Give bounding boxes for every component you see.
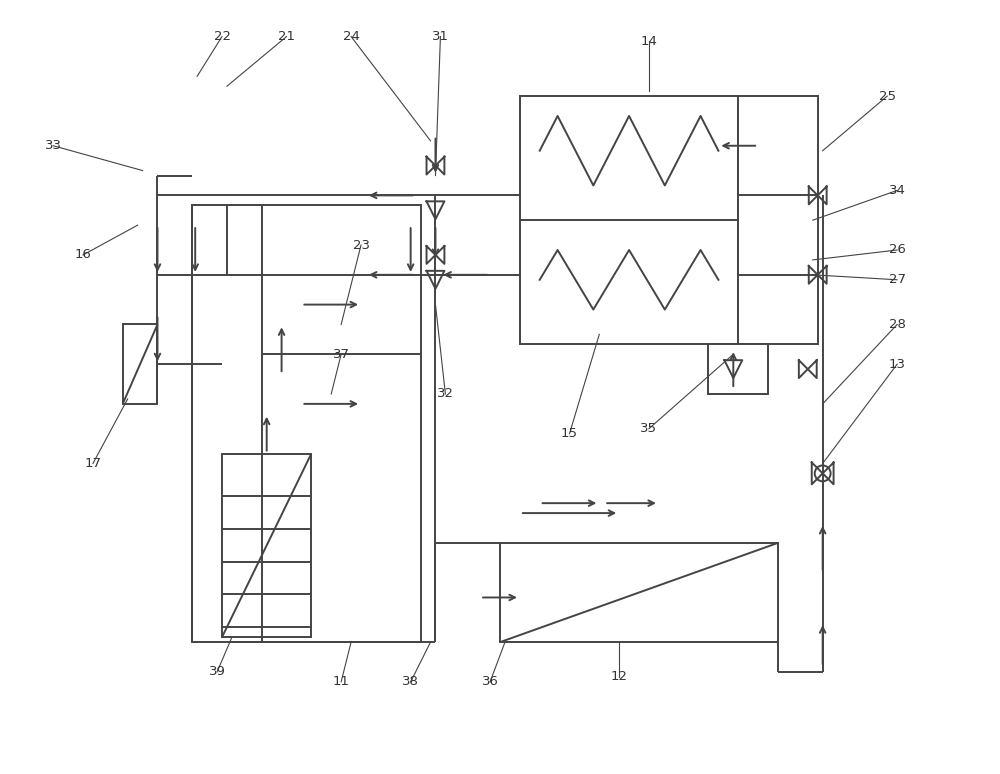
Text: 36: 36 [482, 676, 499, 688]
Text: 38: 38 [402, 676, 419, 688]
Text: 14: 14 [640, 35, 657, 48]
Text: 15: 15 [561, 427, 578, 440]
Text: 28: 28 [889, 318, 906, 331]
Text: 27: 27 [889, 273, 906, 286]
Text: 37: 37 [333, 348, 350, 361]
Text: 23: 23 [353, 238, 370, 252]
Bar [222, 454, 311, 637]
Text: 16: 16 [75, 248, 91, 262]
Bar [738, 96, 818, 344]
Text: 13: 13 [889, 358, 906, 371]
Text: 34: 34 [889, 184, 906, 197]
Text: 12: 12 [611, 670, 628, 683]
Bar [192, 205, 421, 642]
Text: 21: 21 [278, 30, 295, 43]
Text: 32: 32 [437, 388, 454, 400]
Bar [500, 543, 778, 642]
Text: 25: 25 [879, 90, 896, 103]
Text: 17: 17 [84, 457, 101, 470]
Text: 33: 33 [45, 139, 62, 152]
Text: 11: 11 [333, 676, 350, 688]
Bar [123, 324, 157, 404]
Bar [520, 96, 738, 344]
Text: 22: 22 [214, 30, 231, 43]
Text: 24: 24 [343, 30, 360, 43]
Text: 31: 31 [432, 30, 449, 43]
Bar [708, 344, 768, 394]
Text: 35: 35 [640, 422, 657, 435]
Text: 39: 39 [209, 666, 225, 679]
Text: 26: 26 [889, 244, 906, 256]
